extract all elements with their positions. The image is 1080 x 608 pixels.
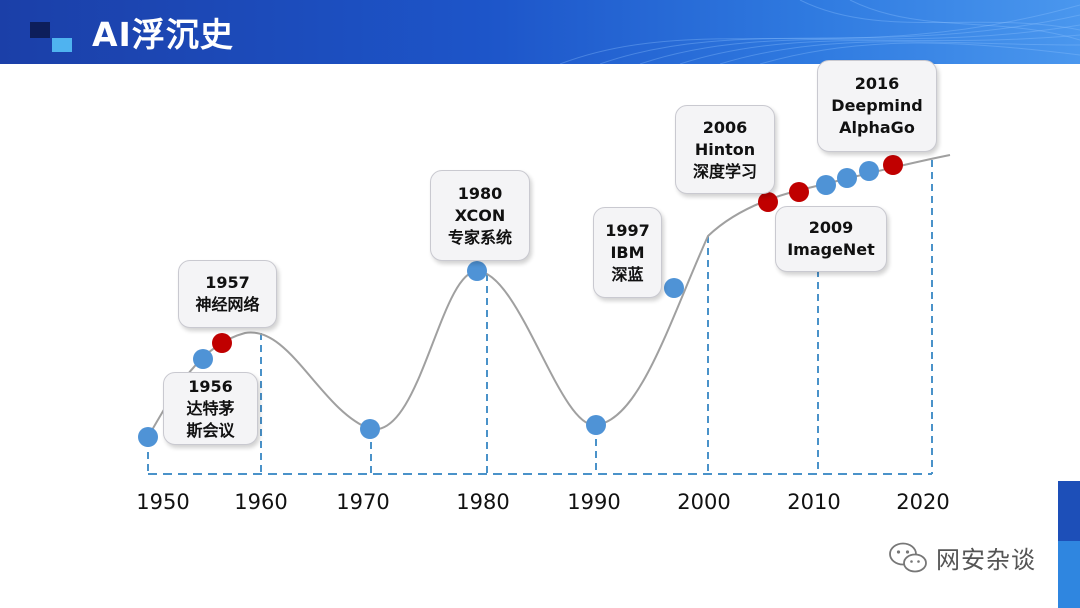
watermark-text: 网安杂谈 bbox=[936, 546, 1036, 574]
header-banner: AI浮沉史 bbox=[0, 0, 1080, 64]
point-1980 bbox=[467, 261, 487, 281]
point-2013 bbox=[837, 168, 857, 188]
callout-line: 深度学习 bbox=[692, 161, 757, 181]
logo-square-light bbox=[52, 38, 72, 52]
year-label: 1950 bbox=[136, 490, 190, 514]
point-2011 bbox=[816, 175, 836, 195]
callout-line: 1956 bbox=[188, 376, 233, 396]
callout-line: 斯会议 bbox=[186, 420, 235, 440]
year-label: 1990 bbox=[567, 490, 621, 514]
callout-2016: 2016 Deepmind AlphaGo bbox=[817, 60, 937, 152]
watermark: 网安杂谈 bbox=[888, 540, 1036, 575]
point-1950 bbox=[138, 427, 158, 447]
callout-line: 达特茅 bbox=[186, 398, 235, 418]
callout-line: 2009 bbox=[808, 218, 854, 237]
year-label: 2000 bbox=[677, 490, 731, 514]
point-2006 bbox=[758, 192, 778, 212]
logo-square-dark bbox=[30, 22, 50, 38]
callout-2009: 2009 ImageNet bbox=[775, 206, 887, 272]
callout-line: IBM bbox=[610, 242, 645, 262]
point-1970 bbox=[360, 419, 380, 439]
point-2016 bbox=[883, 155, 903, 175]
callout-line: 1997 bbox=[605, 220, 650, 240]
callout-line: 2016 bbox=[854, 74, 900, 93]
year-label: 1960 bbox=[234, 490, 288, 514]
point-1990 bbox=[586, 415, 606, 435]
point-2009 bbox=[789, 182, 809, 202]
callout-1980: 1980 XCON 专家系统 bbox=[430, 170, 530, 261]
wechat-icon bbox=[889, 542, 927, 572]
point-1956 bbox=[193, 349, 213, 369]
callout-2006: 2006 Hinton 深度学习 bbox=[675, 105, 775, 194]
year-label: 1980 bbox=[456, 490, 510, 514]
callout-line: 2006 bbox=[702, 117, 748, 137]
callout-line: Hinton bbox=[694, 139, 756, 159]
callout-line: XCON bbox=[454, 205, 506, 225]
corner-decoration bbox=[1058, 481, 1080, 608]
point-1957 bbox=[212, 333, 232, 353]
callout-line: 1980 bbox=[457, 183, 503, 203]
callout-1997: 1997 IBM 深蓝 bbox=[593, 207, 662, 298]
callout-1957: 1957 神经网络 bbox=[178, 260, 277, 328]
callout-line: 深蓝 bbox=[611, 264, 644, 284]
year-label: 1970 bbox=[336, 490, 390, 514]
year-label: 2020 bbox=[896, 490, 950, 514]
callout-line: 专家系统 bbox=[447, 227, 512, 247]
header-wave-decoration bbox=[559, 0, 1080, 64]
callout-1956: 1956 达特茅 斯会议 bbox=[163, 372, 258, 445]
callout-line: 神经网络 bbox=[195, 295, 260, 314]
callout-line: 1957 bbox=[205, 273, 250, 292]
callout-line: AlphaGo bbox=[839, 118, 915, 137]
page-title: AI浮沉史 bbox=[92, 15, 234, 54]
point-1997 bbox=[664, 278, 684, 298]
point-2015 bbox=[859, 161, 879, 181]
callout-line: Deepmind bbox=[831, 96, 923, 115]
callout-line: ImageNet bbox=[787, 240, 875, 259]
year-label: 2010 bbox=[787, 490, 841, 514]
